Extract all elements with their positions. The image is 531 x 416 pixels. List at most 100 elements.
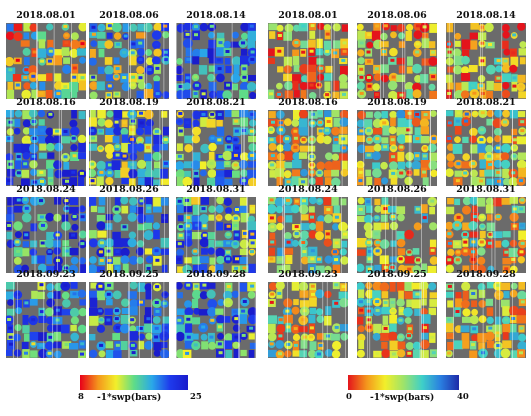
field-patch <box>404 282 413 291</box>
field-patch <box>30 240 38 248</box>
field-patch <box>462 340 470 349</box>
field-patch <box>153 342 162 351</box>
field-patch <box>381 111 388 119</box>
field-patch <box>240 48 248 56</box>
field-subpatch <box>91 83 96 87</box>
field-patch <box>299 230 310 240</box>
field-subpatch <box>107 283 112 287</box>
field-subpatch <box>249 326 254 330</box>
field-subpatch <box>487 241 492 245</box>
field-subpatch <box>503 120 507 124</box>
field-patch <box>357 135 365 142</box>
field-patch <box>291 239 299 247</box>
field-patch <box>486 136 494 144</box>
field-patch <box>185 323 193 333</box>
field-patch <box>516 307 526 318</box>
field-patch <box>486 307 494 316</box>
field-subpatch <box>447 258 452 262</box>
field-patch <box>405 30 412 41</box>
field-subpatch <box>41 223 45 227</box>
field-patch <box>453 55 463 66</box>
field-subpatch <box>520 129 525 133</box>
field-subpatch <box>447 241 452 245</box>
field-subpatch <box>456 162 461 166</box>
field-patch <box>137 23 145 32</box>
field-patch <box>239 282 248 292</box>
field-patch <box>89 117 97 127</box>
field-patch <box>324 290 332 299</box>
field-subpatch <box>270 163 275 167</box>
field-subpatch <box>131 351 136 355</box>
field-patch <box>176 308 185 316</box>
field-patch <box>90 110 96 119</box>
field-patch <box>162 31 169 39</box>
field-patch <box>462 222 471 231</box>
field-patch <box>129 23 138 32</box>
field-patch <box>291 282 300 291</box>
field-subpatch <box>250 112 255 116</box>
field-subpatch <box>520 223 525 227</box>
field-patch <box>14 118 21 128</box>
field-patch <box>274 197 285 207</box>
field-subpatch <box>302 250 307 254</box>
field-subpatch <box>286 257 291 261</box>
field-subpatch <box>122 154 127 158</box>
field-patch <box>372 118 382 128</box>
field-patch <box>239 197 247 207</box>
field-patch <box>30 350 38 358</box>
field-patch <box>137 159 147 169</box>
field-patch <box>137 224 147 231</box>
field-patch <box>225 207 233 215</box>
field-patch <box>6 349 13 356</box>
field-patch <box>105 341 114 349</box>
field-patch <box>144 323 153 333</box>
field-subpatch <box>415 207 420 211</box>
field-patch <box>460 325 470 333</box>
field-subpatch <box>463 249 468 253</box>
field-patch <box>316 134 326 144</box>
field-patch <box>182 176 193 186</box>
field-patch <box>381 341 388 349</box>
field-patch <box>89 230 97 239</box>
field-subpatch <box>202 233 207 237</box>
field-subpatch <box>367 59 372 63</box>
field-subpatch <box>114 92 119 96</box>
field-subpatch <box>72 66 77 70</box>
field-patch <box>331 110 340 117</box>
field-patch <box>275 340 284 349</box>
field-subpatch <box>241 129 246 132</box>
field-patch <box>113 238 123 248</box>
field-subpatch <box>270 225 275 229</box>
field-patch <box>31 290 38 300</box>
field-subpatch <box>310 257 315 261</box>
field-patch <box>452 48 462 58</box>
field-patch <box>239 110 249 118</box>
field-patch <box>455 82 462 92</box>
field-subpatch <box>415 50 420 54</box>
field-patch <box>47 291 55 299</box>
field-patch <box>406 89 413 99</box>
field-patch <box>509 332 519 341</box>
field-patch <box>447 198 454 205</box>
field-patch <box>21 264 29 273</box>
field-patch <box>406 299 413 307</box>
field-patch <box>69 207 79 214</box>
field-subpatch <box>480 111 485 115</box>
field-patch <box>53 325 62 334</box>
field-subpatch <box>47 351 52 355</box>
field-patch <box>413 30 423 40</box>
field-patch <box>161 264 168 273</box>
field-subpatch <box>242 171 246 175</box>
field-patch <box>144 169 155 179</box>
field-patch <box>429 292 437 299</box>
field-patch <box>509 289 518 298</box>
field-patch <box>502 332 509 340</box>
field-patch <box>429 152 437 162</box>
field-subpatch <box>286 180 291 184</box>
field-patch <box>404 317 412 324</box>
field-patch <box>517 290 526 301</box>
field-patch <box>341 24 348 32</box>
field-patch <box>215 176 225 186</box>
field-patch <box>382 125 390 136</box>
field-subpatch <box>448 208 453 212</box>
